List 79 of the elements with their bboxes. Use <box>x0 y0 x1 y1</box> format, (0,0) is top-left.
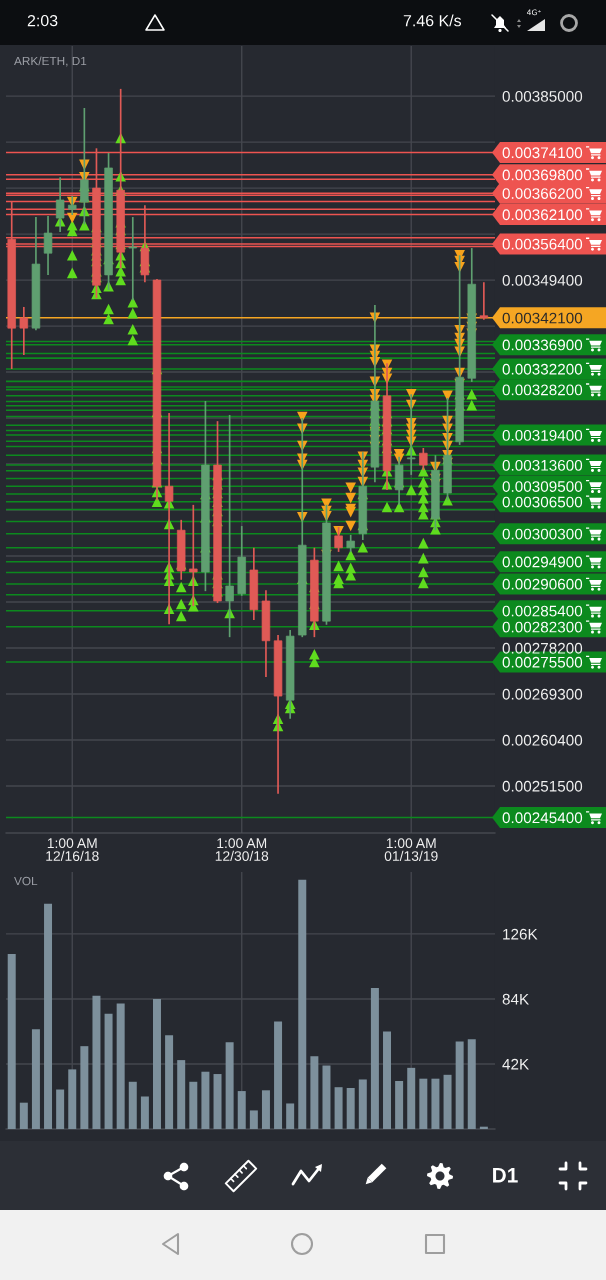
bar <box>237 1091 246 1129</box>
bar <box>274 1021 283 1129</box>
bar <box>165 1035 174 1129</box>
ref-line-label: 0.00319400 <box>502 429 583 441</box>
ref-line-label: 0.00294900 <box>502 556 583 568</box>
y-tick-label: 0.00269300 <box>502 688 583 700</box>
text: ARK/ETH, D1 <box>14 56 87 67</box>
ref-line-label: 0.00369800 <box>502 169 583 181</box>
bar <box>92 995 101 1129</box>
x-tick-label: 1:00 AM 12/30/18 <box>215 838 269 862</box>
ref-line-label: 0.00309500 <box>502 481 583 492</box>
chart-title: VOL <box>14 876 38 886</box>
bar <box>31 1029 40 1129</box>
ref-line-label: 0.00374100 <box>502 147 583 159</box>
ref-line-label: 0.00366200 <box>502 188 583 199</box>
bar <box>407 1067 416 1129</box>
ref-line-label: 0.00306500 <box>502 496 583 508</box>
bar <box>419 1078 428 1129</box>
text: 7.46 K/s <box>403 14 462 27</box>
ref-line-label: 0.00275500 <box>502 656 583 668</box>
y-tick-label: 0.00251500 <box>502 780 583 792</box>
bar <box>346 1087 355 1129</box>
bar <box>383 1031 392 1129</box>
y-tick-label: 0.00349400 <box>502 274 583 286</box>
candlestick <box>19 306 29 356</box>
ref-line-label: 0.00356400 <box>502 238 583 250</box>
bar <box>431 1078 440 1129</box>
bar <box>153 998 161 1129</box>
bar <box>249 1110 258 1129</box>
ref-line-label: 0.00313600 <box>502 459 583 471</box>
candlestick <box>479 281 489 321</box>
y-tick-label: 0.00260400 <box>502 734 583 746</box>
bar <box>322 1065 331 1129</box>
bar <box>201 1071 210 1129</box>
bar <box>128 1081 137 1129</box>
x-tick-label: 1:00 AM 12/16/18 <box>46 838 99 862</box>
ref-line-label: 0.00328200 <box>502 384 583 396</box>
y-tick-label: 126K <box>503 928 538 940</box>
y-tick-label: 0.00385000 <box>502 90 583 102</box>
y-tick-label: 42K <box>502 1058 530 1070</box>
bar <box>116 1003 125 1129</box>
bar <box>358 1079 367 1129</box>
bar <box>104 1013 113 1129</box>
bar <box>189 1081 198 1129</box>
bar <box>310 1056 319 1129</box>
bar <box>140 1096 149 1129</box>
bar <box>334 1087 343 1129</box>
ref-line-label: 0.00342100 <box>502 312 583 324</box>
text: D1 <box>493 1168 518 1183</box>
bar <box>370 988 379 1129</box>
bar <box>286 1103 295 1129</box>
bar <box>56 1089 65 1129</box>
ref-line-label: 0.00362100 <box>502 209 583 221</box>
ref-line-label: 0.00332200 <box>502 363 583 375</box>
ref-line-label: 0.00300300 <box>502 528 583 540</box>
bar <box>298 879 307 1129</box>
ref-line-label: 0.00336900 <box>502 339 583 351</box>
bar <box>213 1074 222 1129</box>
text: 2:03 <box>27 14 58 27</box>
ref-line-label: 0.00245400 <box>502 812 583 824</box>
ref-line-label: 0.00285400 <box>502 605 583 617</box>
ref-line-label: 0.00282300 <box>502 621 583 633</box>
bar <box>467 1039 476 1129</box>
candlestick <box>43 215 53 276</box>
bar <box>261 1090 270 1129</box>
bar <box>7 954 16 1129</box>
bar <box>177 1060 186 1129</box>
ref-line-label: 0.00290600 <box>502 578 583 590</box>
y-tick-label: 84K <box>502 993 530 1005</box>
bar <box>455 1041 464 1129</box>
bar <box>395 1081 404 1129</box>
y-tick-label: 0.00278200 <box>502 642 583 654</box>
bar <box>19 1102 28 1129</box>
bar <box>44 903 53 1129</box>
bar <box>68 1069 77 1129</box>
x-tick-label: 1:00 AM 01/13/19 <box>384 838 438 862</box>
bar <box>225 1042 234 1129</box>
bar <box>80 1046 89 1129</box>
bar <box>443 1074 452 1129</box>
